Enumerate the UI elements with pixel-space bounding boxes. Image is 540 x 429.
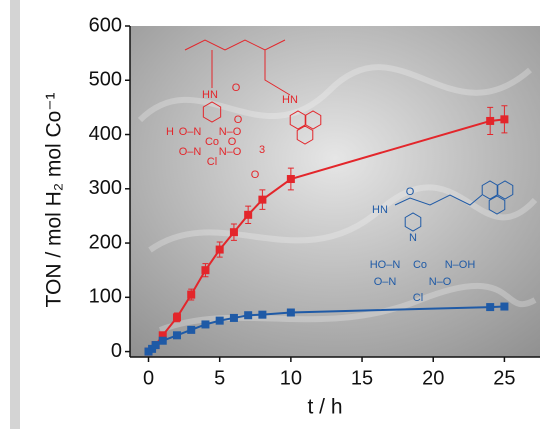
structure-label: 3 <box>259 144 265 156</box>
y-tick-label: 0 <box>111 340 122 362</box>
x-axis-label: t / h <box>307 396 342 419</box>
y-axis-label: TON / mol H₂ mol Co⁻¹ <box>43 93 66 308</box>
data-point <box>230 314 238 322</box>
y-tick-label: 600 <box>89 14 122 36</box>
data-point <box>201 266 209 274</box>
structure-label: N–O <box>429 276 452 288</box>
data-point <box>159 337 167 345</box>
structure-label: O <box>406 186 415 198</box>
data-point <box>173 313 181 321</box>
data-point <box>187 326 195 334</box>
structure-label: Co <box>205 136 219 148</box>
data-point <box>244 211 252 219</box>
data-point <box>216 317 224 325</box>
structure-label: O <box>234 114 243 126</box>
data-point <box>258 196 266 204</box>
structure-label: O–N <box>179 126 202 138</box>
structure-label: N–O <box>219 146 242 158</box>
structure-label: Co <box>413 259 427 271</box>
data-point <box>244 311 252 319</box>
data-point <box>230 228 238 236</box>
data-point <box>486 303 494 311</box>
y-tick-label: 100 <box>89 286 122 308</box>
x-tick-label: 10 <box>280 367 302 389</box>
chart: TON / mol H₂ mol Co⁻¹ t / h 010020030040… <box>0 0 540 429</box>
y-tick-label: 300 <box>89 177 122 199</box>
side-bar <box>10 0 20 429</box>
x-tick-label: 25 <box>493 367 515 389</box>
data-point <box>216 246 224 254</box>
x-tick-label: 5 <box>214 367 225 389</box>
x-tick-label: 15 <box>351 367 373 389</box>
x-tick-label: 20 <box>422 367 444 389</box>
structure-label: O–N <box>179 146 202 158</box>
y-tick-label: 400 <box>89 123 122 145</box>
structure-label: HO–N <box>370 259 401 271</box>
structure-label: HN <box>372 204 388 216</box>
data-point <box>258 311 266 319</box>
structure-label: HN <box>282 94 298 106</box>
y-tick-label: 500 <box>89 69 122 91</box>
data-point <box>152 341 160 349</box>
x-tick-label: 0 <box>143 367 154 389</box>
data-point <box>500 303 508 311</box>
structure-label: Cl <box>413 292 423 304</box>
data-point <box>173 331 181 339</box>
structure-label: O <box>251 169 260 181</box>
data-point <box>500 115 508 123</box>
structure-label: N–OH <box>445 259 476 271</box>
y-tick-label: 200 <box>89 231 122 253</box>
structure-label: O <box>232 82 241 94</box>
data-point <box>287 175 295 183</box>
structure-label: N–O <box>219 126 242 138</box>
structure-label: O–N <box>374 276 397 288</box>
structure-label: H <box>166 126 174 138</box>
structure-label: HN <box>202 89 218 101</box>
structure-label: Cl <box>207 156 217 168</box>
structure-label: N <box>409 232 417 244</box>
data-point <box>187 291 195 299</box>
data-point <box>486 117 494 125</box>
data-point <box>201 320 209 328</box>
data-point <box>287 309 295 317</box>
